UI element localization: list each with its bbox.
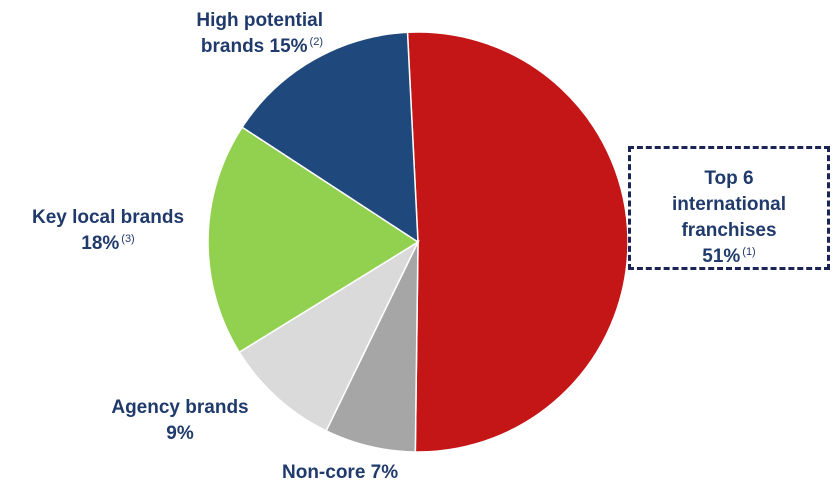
label-top6-line1: Top 6 xyxy=(704,168,754,189)
label-agency-line2: 9% xyxy=(166,423,194,444)
top6-dashed-box xyxy=(628,146,830,270)
label-high-line1: High potential xyxy=(196,10,323,31)
slice-agency-brands xyxy=(238,240,420,432)
label-top6-international-franchises: Top 6 international franchises 51% (1) xyxy=(628,166,830,270)
label-key-local-brands: Key local brands 18% (3) xyxy=(15,205,201,257)
label-keylocal-line1: Key local brands xyxy=(31,207,185,228)
label-noncore-line1: Non-core 7% xyxy=(282,462,399,483)
label-top6-pct-row: 51% (1) xyxy=(628,244,830,270)
label-keylocal-note: (3) xyxy=(121,232,135,245)
label-non-core: Non-core 7% xyxy=(282,460,442,486)
slice-high-potential-brands xyxy=(241,31,419,244)
label-high-line2: brands 15% xyxy=(200,36,308,57)
label-top6-line2: international xyxy=(671,194,786,215)
label-keylocal-line2-row: 18% (3) xyxy=(15,231,201,257)
label-high-note: (2) xyxy=(309,35,323,48)
label-top6-line3: franchises xyxy=(681,220,777,241)
label-top6-pct: 51% xyxy=(702,246,741,267)
slice-top6-international-franchises xyxy=(406,31,629,453)
label-agency-line1: Agency brands xyxy=(111,397,249,418)
label-high-potential-brands: High potential brands 15% (2) xyxy=(148,8,323,60)
label-high-line2-row: brands 15% (2) xyxy=(148,34,323,60)
label-keylocal-line2: 18% xyxy=(81,233,120,254)
slice-key-local-brands xyxy=(207,126,420,354)
label-top6-note: (1) xyxy=(742,245,756,258)
label-agency-brands: Agency brands 9% xyxy=(92,395,268,447)
